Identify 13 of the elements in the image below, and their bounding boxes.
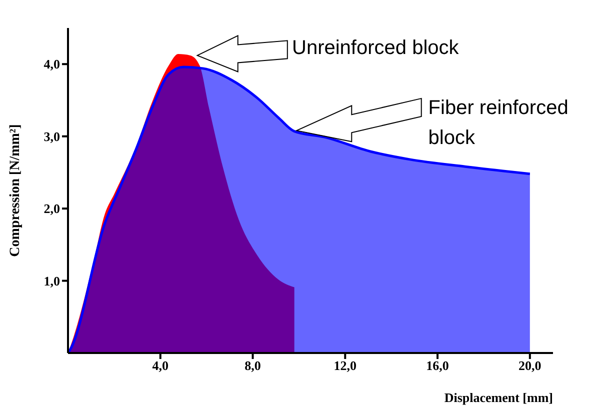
y-axis-title: Compression [N/mm²]	[8, 124, 23, 257]
annotation: Fiber reinforced block	[428, 96, 570, 151]
x-tick-label: 16,0	[426, 358, 449, 374]
x-tick-label: 12,0	[334, 358, 357, 374]
y-tick-label: 2,0	[44, 201, 60, 216]
annotation: Unreinforced block	[292, 36, 460, 62]
y-tick-label: 3,0	[44, 128, 60, 144]
x-axis-title: Displacement [mm]	[444, 390, 553, 405]
x-tick-label: 20,0	[518, 358, 542, 374]
x-tick-label: 4,0	[152, 358, 169, 374]
y-tick-label: 1,0	[44, 273, 60, 288]
x-tick-label: 8,0	[244, 358, 261, 374]
y-tick-label: 4,0	[44, 56, 60, 72]
